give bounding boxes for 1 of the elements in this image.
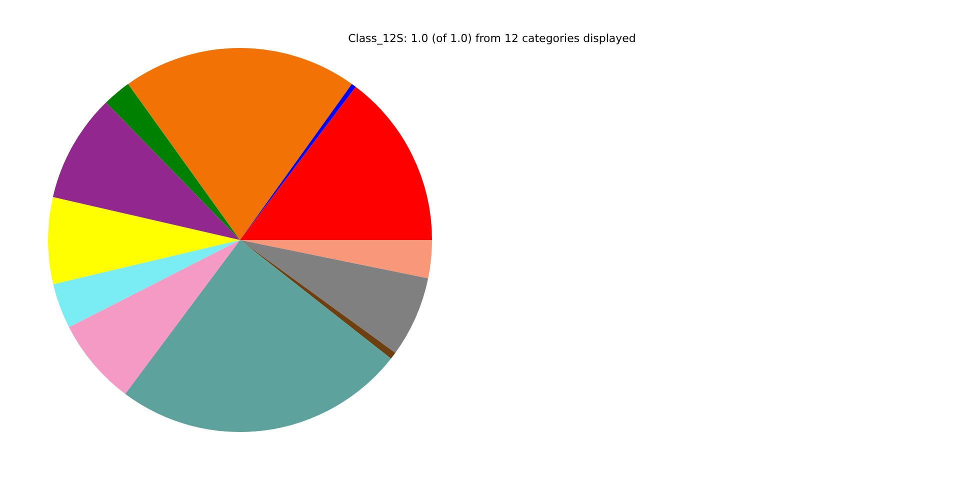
text: Class_12S: 1.0 (of 1.0) from 12 categories displayed (347, 32, 637, 45)
